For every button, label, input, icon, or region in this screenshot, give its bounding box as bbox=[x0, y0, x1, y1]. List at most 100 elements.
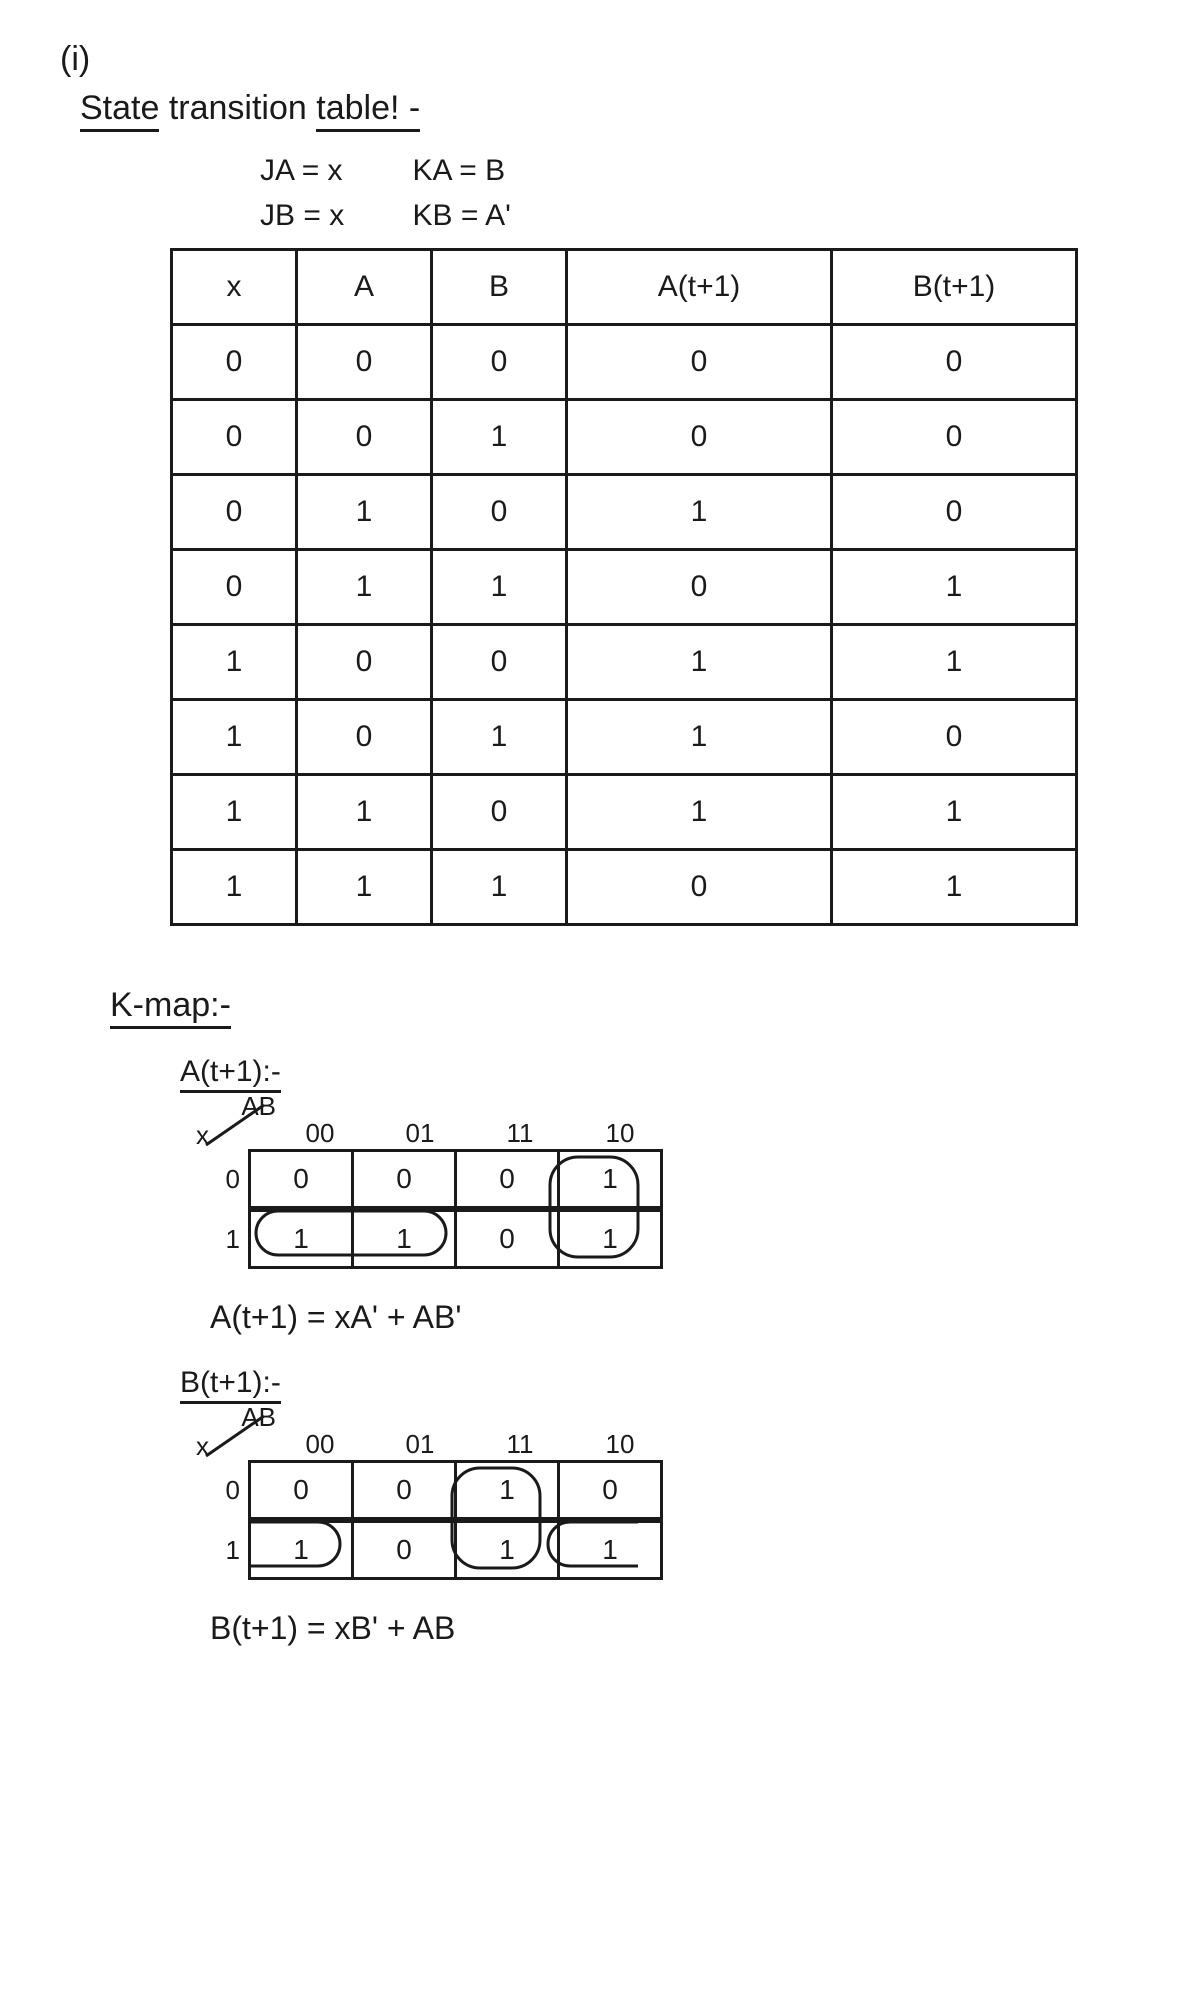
table-cell: 1 bbox=[172, 625, 297, 700]
kmap-b-title-text: B(t+1):- bbox=[180, 1366, 281, 1404]
table-row: 00100 bbox=[172, 400, 1077, 475]
eq-jb: JB = x bbox=[260, 199, 344, 232]
kmap-cell: 0 bbox=[353, 1151, 456, 1208]
table-row: 10011 bbox=[172, 625, 1077, 700]
heading-word-table: table! - bbox=[316, 89, 420, 132]
kmap-col-label: 10 bbox=[570, 1429, 670, 1460]
table-cell: 1 bbox=[832, 550, 1077, 625]
table-cell: 0 bbox=[172, 400, 297, 475]
kmap-b-result: B(t+1) = xB' + AB bbox=[210, 1610, 1140, 1647]
eq-ja: JA = x bbox=[260, 154, 343, 187]
table-cell: 1 bbox=[432, 400, 567, 475]
table-row: 01101 bbox=[172, 550, 1077, 625]
kmap-col-label: 00 bbox=[270, 1429, 370, 1460]
col-a: A bbox=[297, 250, 432, 325]
kmap-a-title: A(t+1):- bbox=[180, 1055, 1140, 1089]
kmap-col-label: 01 bbox=[370, 1118, 470, 1149]
table-cell: 1 bbox=[567, 475, 832, 550]
table-cell: 1 bbox=[567, 700, 832, 775]
table-cell: 0 bbox=[172, 550, 297, 625]
state-transition-table: x A B A(t+1) B(t+1) 00000001000101001101… bbox=[170, 248, 1078, 926]
table-cell: 1 bbox=[432, 550, 567, 625]
table-cell: 1 bbox=[432, 700, 567, 775]
table-cell: 1 bbox=[297, 475, 432, 550]
kmap-col-label: 10 bbox=[570, 1118, 670, 1149]
kmap-cell: 0 bbox=[559, 1462, 662, 1519]
table-cell: 0 bbox=[432, 325, 567, 400]
kmap-cell: 1 bbox=[250, 1211, 353, 1268]
kmap-corner: xAB bbox=[200, 1099, 270, 1149]
table-cell: 0 bbox=[567, 325, 832, 400]
kmap-col-label: 00 bbox=[270, 1118, 370, 1149]
table-cell: 1 bbox=[172, 775, 297, 850]
kmap-col-label: 11 bbox=[470, 1429, 570, 1460]
table-cell: 0 bbox=[567, 850, 832, 925]
table-row: 00000 bbox=[172, 325, 1077, 400]
kmap-cell: 0 bbox=[250, 1462, 353, 1519]
table-cell: 0 bbox=[567, 400, 832, 475]
kmap-cell: 1 bbox=[456, 1522, 559, 1579]
kmap-b: xAB000111100001011011 bbox=[200, 1410, 670, 1580]
kmap-cell: 1 bbox=[353, 1211, 456, 1268]
kmap-cell: 0 bbox=[456, 1211, 559, 1268]
table-cell: 1 bbox=[172, 700, 297, 775]
kmap-row-label: 1 bbox=[200, 1535, 240, 1566]
table-cell: 0 bbox=[172, 475, 297, 550]
table-cell: 0 bbox=[297, 625, 432, 700]
kmap-cell: 1 bbox=[456, 1462, 559, 1519]
table-cell: 1 bbox=[567, 775, 832, 850]
table-cell: 0 bbox=[432, 625, 567, 700]
heading-word-transition: transition bbox=[169, 89, 307, 127]
table-cell: 0 bbox=[832, 400, 1077, 475]
table-cell: 0 bbox=[432, 775, 567, 850]
kmap-cell: 0 bbox=[353, 1462, 456, 1519]
table-row: 11011 bbox=[172, 775, 1077, 850]
table-cell: 0 bbox=[172, 325, 297, 400]
table-cell: 0 bbox=[297, 325, 432, 400]
table-row: 11101 bbox=[172, 850, 1077, 925]
table-header-row: x A B A(t+1) B(t+1) bbox=[172, 250, 1077, 325]
table-cell: 0 bbox=[832, 700, 1077, 775]
table-cell: 0 bbox=[567, 550, 832, 625]
kmap-cell: 1 bbox=[559, 1522, 662, 1579]
kmap-col-label: 11 bbox=[470, 1118, 570, 1149]
table-cell: 1 bbox=[172, 850, 297, 925]
col-at: A(t+1) bbox=[567, 250, 832, 325]
table-cell: 1 bbox=[832, 625, 1077, 700]
table-cell: 1 bbox=[297, 775, 432, 850]
table-cell: 1 bbox=[832, 775, 1077, 850]
table-cell: 0 bbox=[297, 400, 432, 475]
kmap-a-result: A(t+1) = xA' + AB' bbox=[210, 1299, 1140, 1336]
flip-flop-equations: JA = x JB = x KA = B KB = A' bbox=[260, 148, 1140, 238]
table-cell: 0 bbox=[297, 700, 432, 775]
col-b: B bbox=[432, 250, 567, 325]
kmap-corner: xAB bbox=[200, 1410, 270, 1460]
eq-ka: KA = B bbox=[413, 154, 506, 187]
table-row: 01010 bbox=[172, 475, 1077, 550]
kmap-cell: 0 bbox=[456, 1151, 559, 1208]
table-cell: 1 bbox=[297, 550, 432, 625]
table-cell: 1 bbox=[297, 850, 432, 925]
table-row: 10110 bbox=[172, 700, 1077, 775]
table-cell: 0 bbox=[832, 325, 1077, 400]
table-cell: 0 bbox=[832, 475, 1077, 550]
kmap-row-label: 0 bbox=[200, 1475, 240, 1506]
kmap-cell: 0 bbox=[250, 1151, 353, 1208]
heading-word-state: State bbox=[80, 89, 159, 132]
heading: State transition table! - bbox=[80, 89, 1140, 128]
kmap-section-label-text: K-map:- bbox=[110, 986, 231, 1029]
kmap-row-label: 0 bbox=[200, 1164, 240, 1195]
question-number: (i) bbox=[60, 40, 1140, 79]
col-bt: B(t+1) bbox=[832, 250, 1077, 325]
col-x: x bbox=[172, 250, 297, 325]
kmap-cell: 1 bbox=[250, 1522, 353, 1579]
kmap-cell: 0 bbox=[353, 1522, 456, 1579]
kmap-col-label: 01 bbox=[370, 1429, 470, 1460]
kmap-a: xAB000111100000111101 bbox=[200, 1099, 670, 1269]
table-cell: 1 bbox=[832, 850, 1077, 925]
kmap-a-title-text: A(t+1):- bbox=[180, 1055, 281, 1093]
table-cell: 1 bbox=[567, 625, 832, 700]
table-cell: 1 bbox=[432, 850, 567, 925]
kmap-cell: 1 bbox=[559, 1151, 662, 1208]
kmap-row-label: 1 bbox=[200, 1224, 240, 1255]
